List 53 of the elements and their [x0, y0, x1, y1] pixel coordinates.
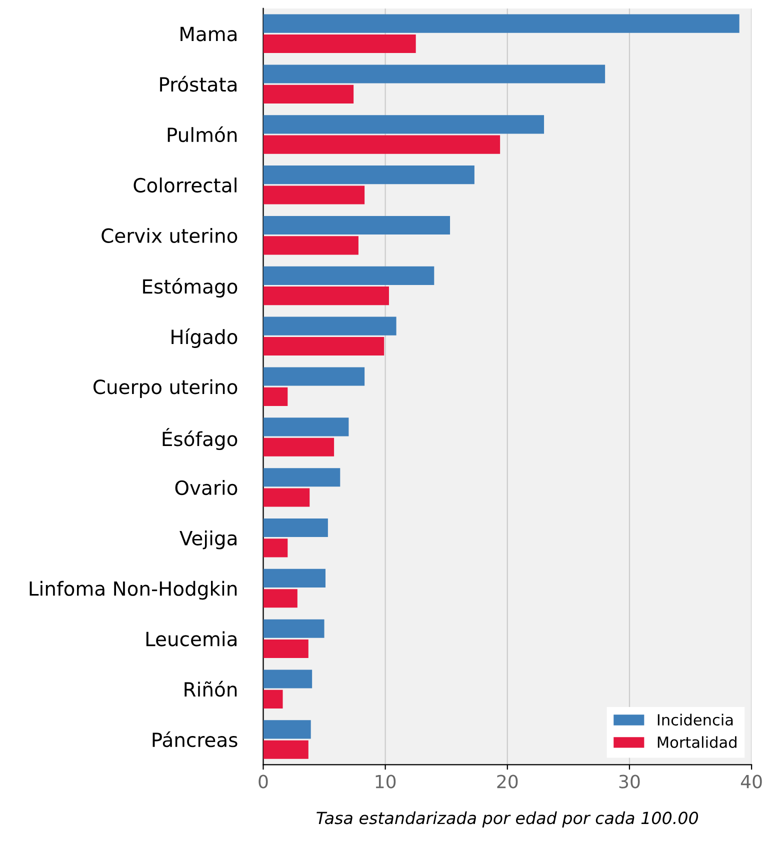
y-tick-label: Vejiga: [180, 530, 236, 550]
bar: [263, 720, 311, 739]
bar: [263, 115, 544, 134]
bar: [263, 670, 312, 688]
bar: [263, 488, 310, 507]
bar: [263, 84, 354, 104]
y-tick-label: Riñón: [184, 680, 237, 697]
y-tick-label: Cuerpo uterino: [94, 379, 238, 398]
bar: [263, 336, 384, 356]
legend-label: Mortalidad: [658, 736, 736, 748]
bar: [263, 186, 365, 204]
y-tick-label: Pulmón: [168, 126, 237, 142]
x-tick-label: 0: [258, 774, 268, 788]
bar: [263, 589, 298, 608]
bar: [263, 568, 326, 588]
bar: [263, 468, 340, 487]
y-tick-label: Cervix uterino: [102, 228, 238, 243]
bar: [263, 14, 740, 33]
y-tick-label: Próstata: [160, 76, 236, 92]
bar: [263, 438, 334, 456]
bar: [263, 418, 349, 436]
y-tick-label: Hígado: [172, 328, 238, 348]
y-tick-label: Estómago: [143, 278, 238, 298]
x-tick-label: 40: [740, 774, 762, 788]
bar: [263, 316, 396, 336]
bar: [263, 266, 434, 285]
bar: [263, 286, 389, 306]
bar: [263, 740, 308, 759]
bar: [263, 166, 474, 184]
legend-label: Incidencia: [658, 714, 733, 726]
bar: [263, 518, 328, 538]
x-axis-title: Tasa estandarizada por edad por cada 100.00: [316, 811, 698, 828]
y-tick-label: Leucemia: [146, 631, 236, 646]
bar: [263, 639, 308, 658]
bar: [263, 236, 358, 255]
bar: [263, 216, 450, 235]
bar: [263, 619, 324, 638]
bar: [263, 135, 500, 154]
bar: [263, 34, 416, 54]
x-tick-label: 10: [376, 774, 396, 788]
x-tick-label: 20: [497, 774, 518, 788]
y-tick-label: Colorrectal: [134, 178, 236, 193]
x-tick-label: 30: [619, 774, 640, 788]
bar: [263, 387, 288, 406]
bar: [263, 538, 288, 558]
y-tick-label: Ésófago: [162, 428, 238, 450]
bar: [263, 367, 365, 386]
y-tick-label: Mama: [180, 26, 236, 42]
y-tick-label: Ovario: [175, 480, 238, 496]
y-tick-label: Páncreas: [152, 731, 238, 748]
bar: [263, 690, 283, 708]
y-tick-label: Linfoma Non-Hodgkin: [30, 580, 237, 600]
bar: [263, 64, 606, 84]
